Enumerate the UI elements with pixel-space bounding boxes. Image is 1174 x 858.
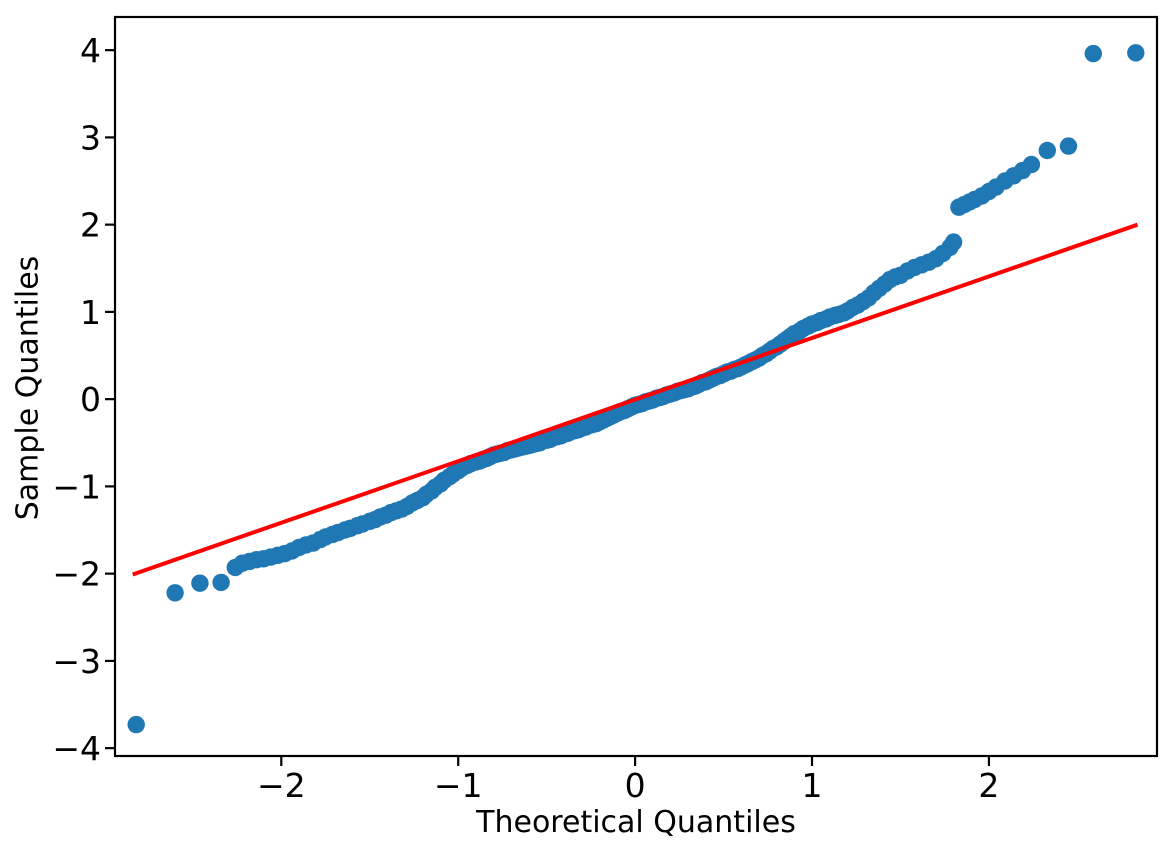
- scatter-series: [127, 44, 1145, 734]
- scatter-point: [1022, 155, 1041, 174]
- y-axis-ticks: −4 −3 −2 −1 0 1 2 3 4: [52, 31, 115, 768]
- y-tick-label: −2: [52, 555, 101, 594]
- y-tick-label: 4: [80, 31, 101, 70]
- x-axis-label: Theoretical Quantiles: [476, 805, 796, 840]
- y-tick-label: 3: [80, 118, 101, 157]
- y-tick-label: −1: [52, 467, 101, 506]
- scatter-point: [1038, 141, 1057, 160]
- scatter-point: [1127, 44, 1145, 62]
- reference-line: [132, 222, 1139, 577]
- y-axis-label: Sample Quantiles: [10, 255, 46, 521]
- x-tick-label: 0: [625, 766, 646, 805]
- x-tick-label: 1: [802, 766, 823, 805]
- scatter-point: [127, 715, 145, 734]
- x-axis-ticks: −2 −1 0 1 2: [257, 756, 999, 805]
- y-tick-label: 2: [80, 206, 101, 245]
- scatter-point: [191, 574, 209, 592]
- scatter-point: [1059, 137, 1078, 155]
- plot-border: [113, 15, 1159, 758]
- y-tick-label: 1: [80, 293, 101, 332]
- x-tick-label: −2: [257, 766, 306, 805]
- scatter-point: [166, 584, 184, 602]
- x-tick-label: −1: [434, 766, 483, 805]
- y-tick-label: 0: [80, 380, 101, 419]
- scatter-point: [1084, 44, 1103, 63]
- scatter-point: [944, 233, 963, 251]
- scatter-point: [212, 573, 230, 592]
- y-tick-label: −4: [52, 729, 101, 768]
- y-tick-label: −3: [52, 642, 101, 681]
- x-tick-label: 2: [978, 766, 999, 805]
